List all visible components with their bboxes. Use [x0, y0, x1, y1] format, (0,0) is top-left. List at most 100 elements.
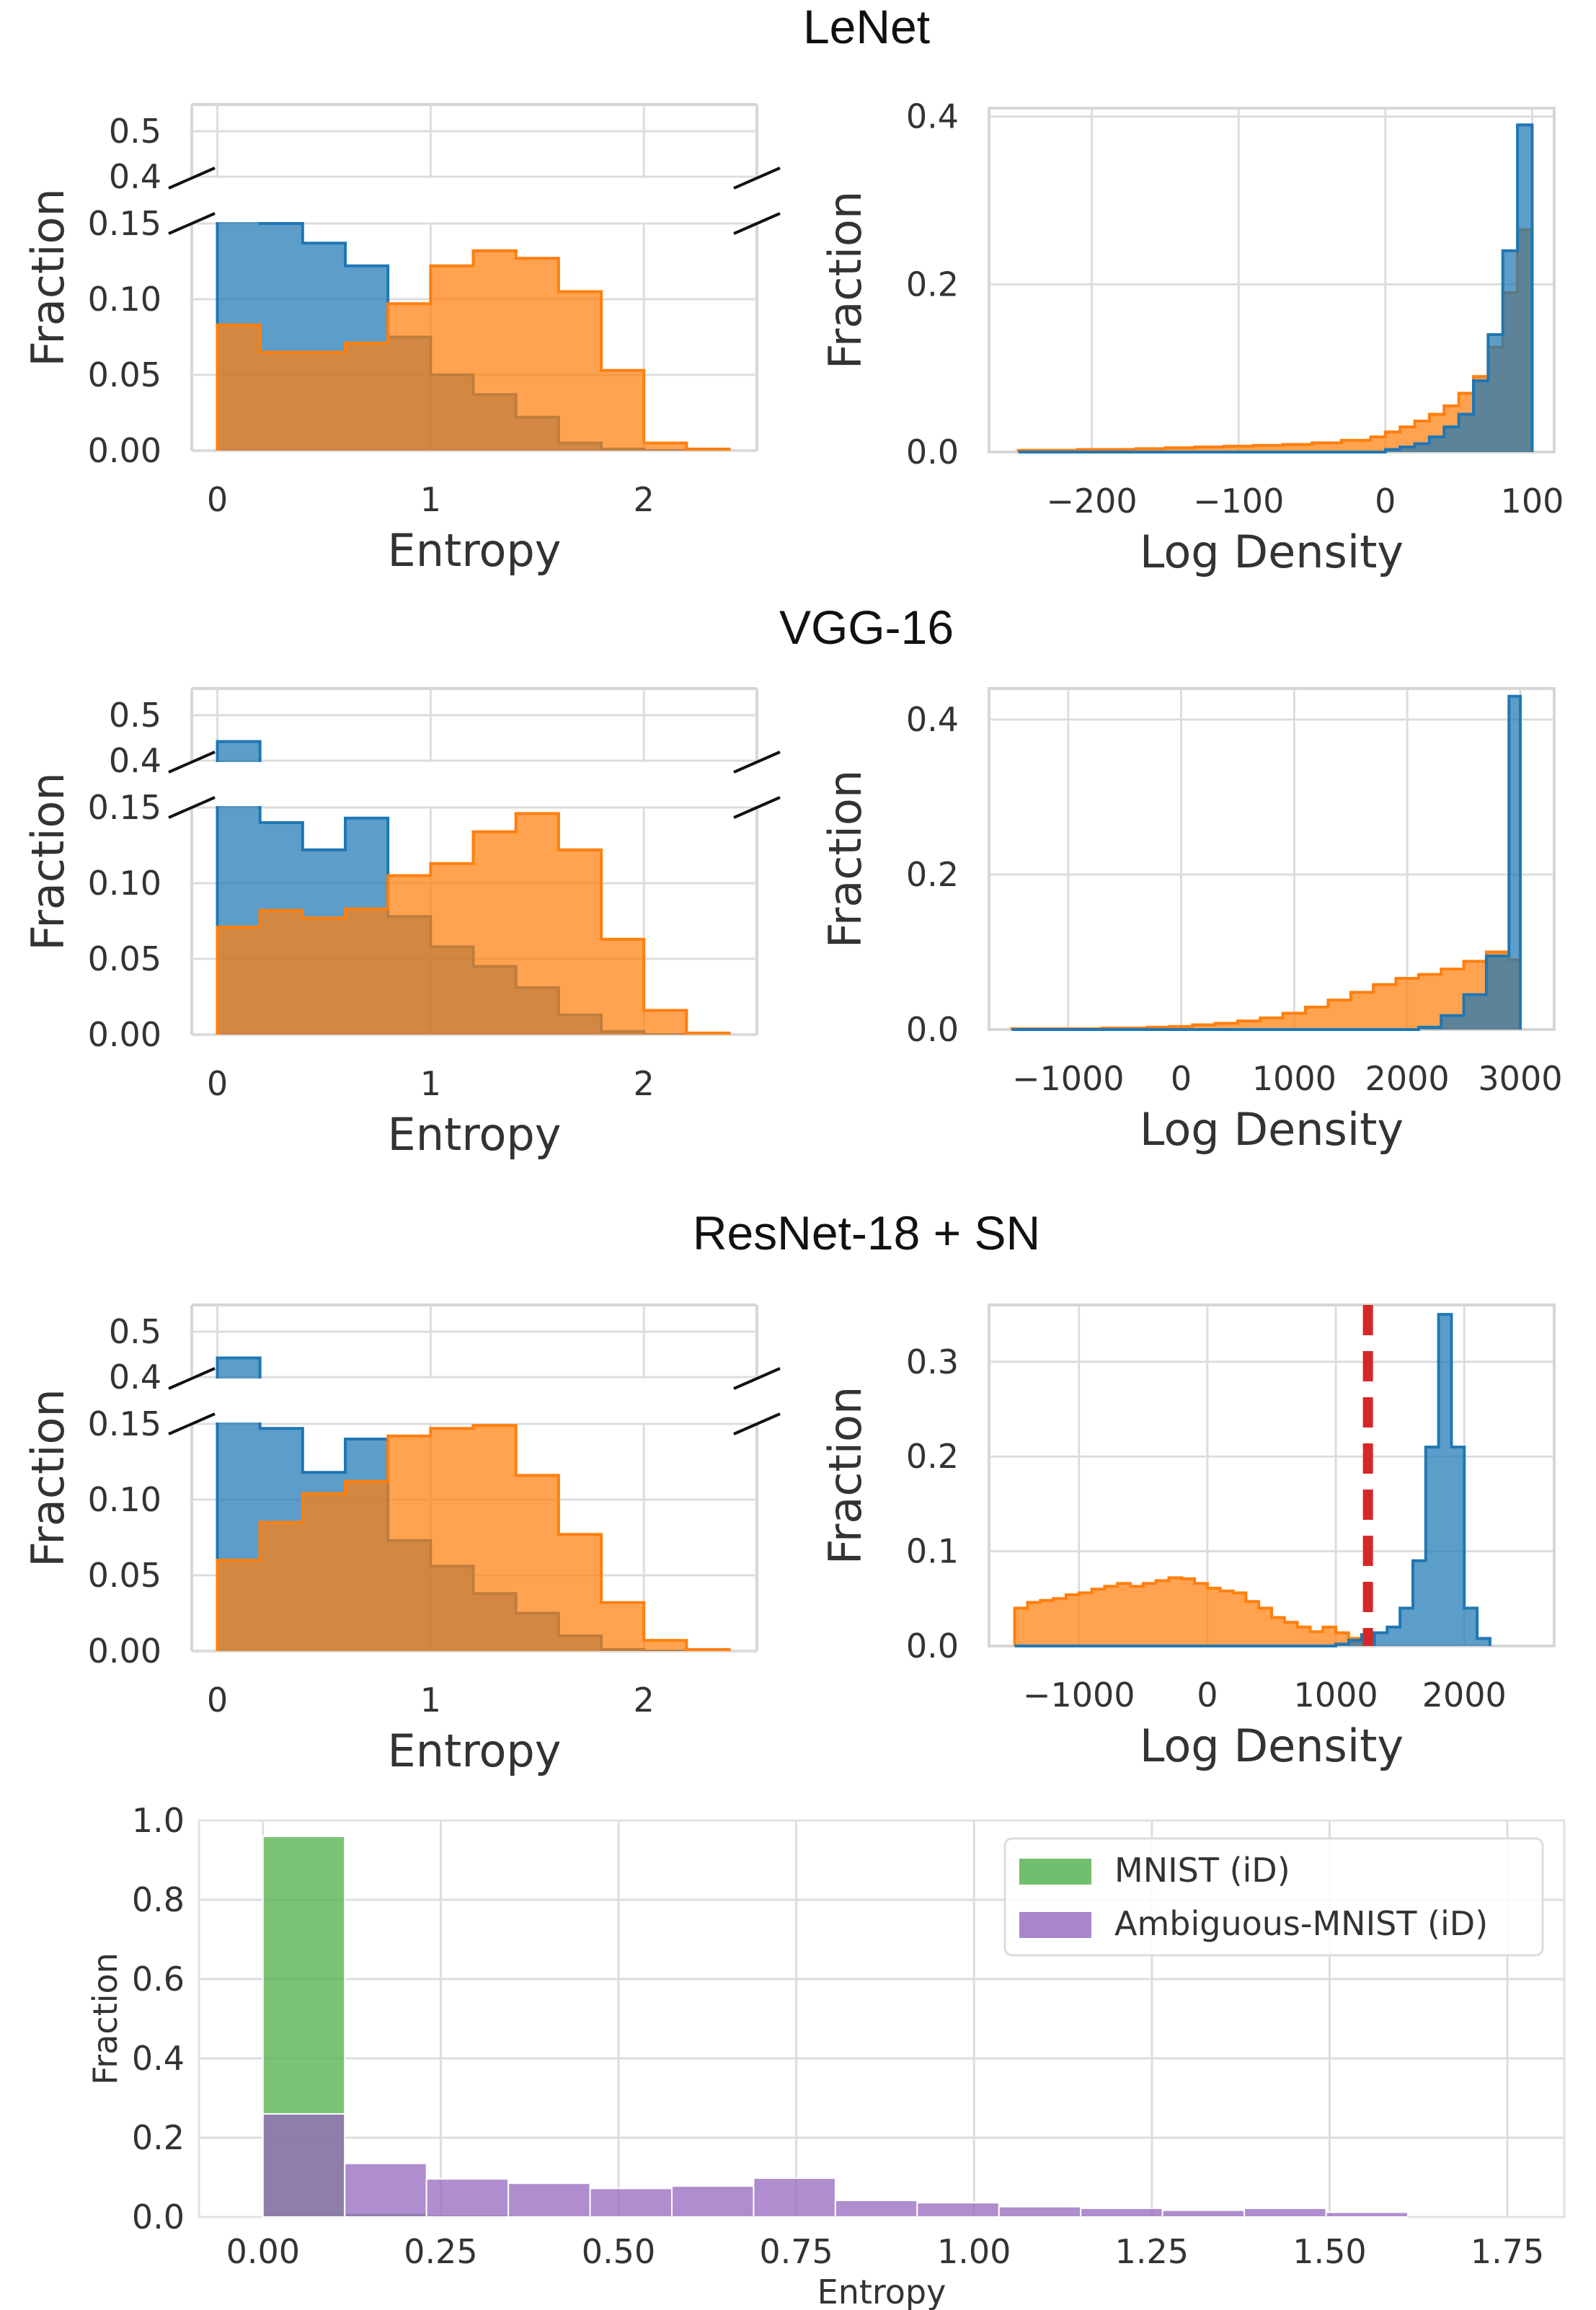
x-axis-label: Entropy — [388, 1108, 562, 1161]
x-tick-label: 1 — [420, 1681, 441, 1720]
x-tick-label: 0 — [207, 1064, 228, 1103]
y-tick-label: 0.4 — [132, 2039, 185, 2078]
y-tick-label: 0.05 — [88, 355, 161, 394]
histogram-blue — [1014, 1633, 1376, 1647]
y-tick-label: 0.5 — [109, 696, 161, 735]
histogram-bar-purple — [262, 2113, 346, 2218]
y-tick-label: 0.0 — [906, 1627, 959, 1665]
histogram-bar-purple — [670, 2185, 755, 2218]
y-tick-label: 0.2 — [906, 265, 959, 304]
legend-swatch-green — [1019, 1859, 1091, 1885]
x-tick-label: 0.50 — [582, 2232, 655, 2271]
mnist-entropy-panel: 0.00 0.25 0.50 0.75 1.00 1.25 1.50 1.75 1.0 0.8 0.… — [86, 1801, 1566, 2310]
axis-break-mark — [168, 796, 216, 819]
axis-break-mark — [733, 751, 781, 774]
x-tick-label: 2 — [634, 1681, 655, 1720]
axis-break-mark — [733, 212, 781, 235]
resnet-logdensity-panel: −1000 0 1000 2000 0.3 0.2 0.1 0.0 Log Density Fra… — [819, 1304, 1556, 1772]
y-tick-label: 0.4 — [109, 1358, 161, 1397]
histogram-bar-purple — [998, 2205, 1082, 2218]
x-axis-label: Entropy — [388, 524, 562, 577]
histogram-orange — [216, 812, 731, 1035]
lenet-entropy-panel: 0 1 2 0.5 0.4 0.15 0.10 0.05 0.00 Entropy Fraction — [22, 103, 781, 577]
axis-break-mark — [168, 212, 216, 235]
charts-layer: 0 1 20.50.40.150.100.050.00EntropyFraction… — [22, 97, 1566, 2310]
y-tick-label: 0.05 — [88, 939, 161, 978]
y-tick-label: 0.00 — [88, 431, 161, 470]
y-tick-label: 0.00 — [88, 1015, 161, 1054]
y-tick-label: 0.2 — [906, 855, 959, 894]
series-blue-upper — [216, 1356, 262, 1379]
histogram-bar-blue — [216, 740, 262, 762]
axis-break-mark — [168, 1412, 216, 1435]
histogram-orange — [1010, 950, 1522, 1030]
axis-break-mark — [168, 1367, 216, 1390]
x-tick-label: −200 — [1046, 482, 1137, 521]
y-axis-label: Fraction — [819, 1386, 872, 1565]
row2-title: VGG-16 — [779, 601, 954, 654]
series-orange-lower — [216, 812, 731, 1035]
axis-break-mark — [733, 1412, 781, 1435]
y-tick-label: 0.10 — [88, 864, 161, 903]
x-tick-label: 0.75 — [759, 2232, 833, 2271]
series-orange-lower — [216, 1424, 731, 1651]
x-tick-label: 1.75 — [1471, 2232, 1544, 2271]
y-tick-label: 0.6 — [132, 1960, 185, 1999]
y-axis-label: Fraction — [22, 772, 74, 951]
y-tick-label: 0.00 — [88, 1632, 161, 1670]
row1-title: LeNet — [803, 0, 930, 53]
y-tick-label: 0.3 — [906, 1342, 959, 1381]
x-axis-label: Log Density — [1140, 526, 1404, 578]
histogram-orange — [1016, 228, 1534, 452]
x-tick-label: 2 — [634, 480, 655, 519]
y-tick-label: 0.0 — [906, 433, 959, 472]
legend-entry: Ambiguous-MNIST (iD) — [1114, 1904, 1488, 1943]
x-tick-label: 0 — [1375, 482, 1396, 521]
x-tick-label: 0 — [207, 480, 228, 519]
histogram-bar-purple — [753, 2177, 836, 2218]
y-axis-label: Fraction — [819, 191, 872, 370]
axis-break-mark — [733, 1367, 781, 1390]
histogram-bar-purple — [1243, 2207, 1327, 2218]
x-tick-label: 1000 — [1294, 1676, 1378, 1714]
x-tick-label: 1000 — [1252, 1059, 1336, 1098]
y-tick-label: 0.10 — [88, 1480, 161, 1519]
x-tick-label: −1000 — [1023, 1676, 1135, 1714]
histogram-blue — [1018, 123, 1534, 453]
y-tick-label: 0.0 — [906, 1010, 959, 1049]
x-tick-label: −1000 — [1012, 1059, 1125, 1098]
x-axis-label: Log Density — [1140, 1720, 1404, 1772]
histogram-bar-purple — [1325, 2211, 1409, 2218]
histogram-bar-purple — [589, 2187, 673, 2218]
x-tick-label: 0 — [1197, 1676, 1218, 1714]
histogram-bar-purple — [425, 2178, 510, 2218]
y-tick-label: 0.4 — [906, 97, 959, 136]
y-axis-label: Fraction — [22, 188, 74, 367]
histogram-orange — [216, 1424, 731, 1651]
y-axis-label: Fraction — [819, 770, 872, 949]
x-axis-label: Log Density — [1140, 1103, 1404, 1156]
lenet-logdensity-panel: −200 −100 0 100 0.4 0.2 0.0 Log Density Fraction — [819, 97, 1564, 578]
y-tick-label: 0.4 — [906, 700, 959, 739]
x-tick-label: 1.50 — [1293, 2232, 1366, 2271]
legend-entry: MNIST (iD) — [1114, 1851, 1290, 1890]
y-tick-label: 1.0 — [132, 1801, 185, 1840]
y-axis-label: Fraction — [22, 1389, 74, 1567]
x-tick-label: 2000 — [1422, 1676, 1507, 1714]
y-tick-label: 0.1 — [906, 1532, 959, 1571]
y-tick-label: 0.10 — [88, 280, 161, 319]
axis-break-mark — [733, 796, 781, 819]
y-tick-label: 0.8 — [132, 1880, 185, 1919]
axis-break-mark — [168, 167, 216, 190]
x-tick-label: 1.00 — [937, 2232, 1011, 2271]
histogram-orange — [1013, 1576, 1376, 1646]
vgg-entropy-panel: 0 1 2 0.5 0.4 0.15 0.10 0.05 0.00 Entropy Fraction — [22, 687, 781, 1161]
y-tick-label: 0.05 — [88, 1556, 161, 1595]
histogram-bar-purple — [507, 2182, 591, 2218]
x-tick-label: 1 — [420, 480, 441, 519]
x-tick-label: 0 — [207, 1681, 228, 1720]
histogram-bar-purple — [916, 2202, 1000, 2218]
y-tick-label: 0.5 — [109, 112, 161, 151]
vgg-logdensity-panel: −1000 0 1000 2000 3000 0.4 0.2 0.0 Log Density Fr… — [819, 687, 1562, 1156]
y-tick-label: 0.15 — [88, 1404, 161, 1443]
